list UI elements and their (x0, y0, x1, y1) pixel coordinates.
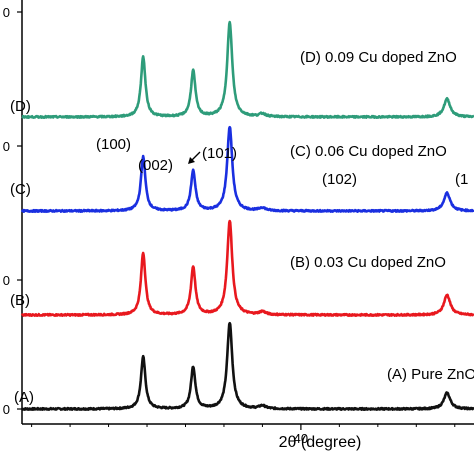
series-name-B: (B) 0.03 Cu doped ZnO (290, 254, 446, 271)
y-tick-label: 0 (3, 273, 10, 288)
series-name-C: (C) 0.06 Cu doped ZnO (290, 143, 447, 160)
series-name-D: (D) 0.09 Cu doped ZnO (300, 49, 457, 66)
hkl-label-002: (002) (138, 157, 173, 174)
y-tick-label: 0 (3, 402, 10, 417)
x-axis-label: 2θ (degree) (279, 434, 362, 451)
hkl-label-100: (100) (96, 136, 131, 153)
series-tag-D: (D) (10, 98, 31, 115)
x-tick-label: 40 (294, 431, 308, 446)
series-tag-C: (C) (10, 181, 31, 198)
hkl-arrow-head (188, 157, 195, 164)
hkl-label-partial: (1 (455, 171, 468, 188)
series-line-B (20, 219, 474, 318)
series-tag-B: (B) (10, 292, 30, 309)
hkl-label-101: (101) (202, 145, 237, 162)
series-line-A (21, 321, 474, 411)
y-tick-label: 0 (3, 5, 10, 20)
y-tick-label: 0 (3, 139, 10, 154)
series-line-D (21, 20, 474, 119)
series-line-C (20, 125, 474, 214)
series-name-A: (A) Pure ZnO (387, 366, 474, 383)
hkl-label-102: (102) (322, 171, 357, 188)
series-group (20, 20, 474, 411)
series-tag-A: (A) (14, 389, 34, 406)
